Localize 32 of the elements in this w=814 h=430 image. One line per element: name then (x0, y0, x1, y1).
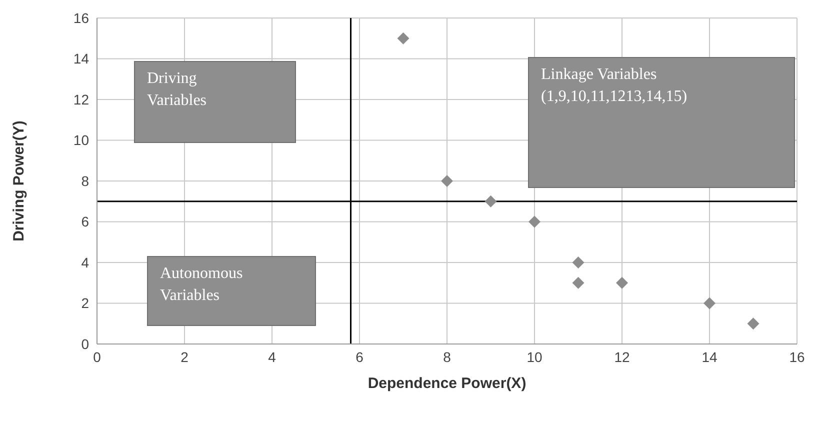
point (704, 297, 716, 310)
text-box: Linkage Variables (1,9,10,11,1213,14,15) (528, 57, 795, 188)
point (484, 195, 497, 208)
x-tick-label: 2 (180, 348, 189, 365)
text-box: Autonomous Variables (147, 256, 316, 326)
y-tick-label: 0 (81, 336, 90, 352)
y-tick-label: 14 (73, 50, 90, 67)
point (747, 318, 760, 330)
x-tick-label: 0 (93, 348, 102, 365)
y-tick-label: 2 (81, 295, 90, 312)
x-tick-label: 8 (443, 348, 452, 365)
point (572, 256, 584, 268)
point (441, 175, 453, 187)
text-box: Driving Variables (134, 61, 296, 143)
point (616, 276, 628, 289)
x-axis-title: Dependence Power(X) (368, 375, 526, 392)
y-tick-label: 12 (73, 91, 90, 108)
x-tick-label: 10 (526, 348, 542, 365)
x-tick-label: 14 (702, 348, 718, 365)
y-tick-label: 16 (73, 10, 90, 26)
point (572, 276, 584, 289)
y-tick-label: 10 (73, 132, 90, 148)
x-tick-label: 16 (789, 348, 805, 365)
point (528, 216, 540, 228)
y-tick-label: 6 (81, 214, 90, 230)
x-tick-label: 12 (614, 348, 630, 365)
x-tick-label: 6 (356, 348, 364, 365)
y-tick-label: 8 (81, 172, 90, 189)
y-axis-title: Driving Power(Y) (10, 120, 28, 242)
x-tick-label: 4 (268, 348, 276, 365)
y-tick-label: 4 (81, 254, 90, 270)
point (397, 32, 410, 44)
